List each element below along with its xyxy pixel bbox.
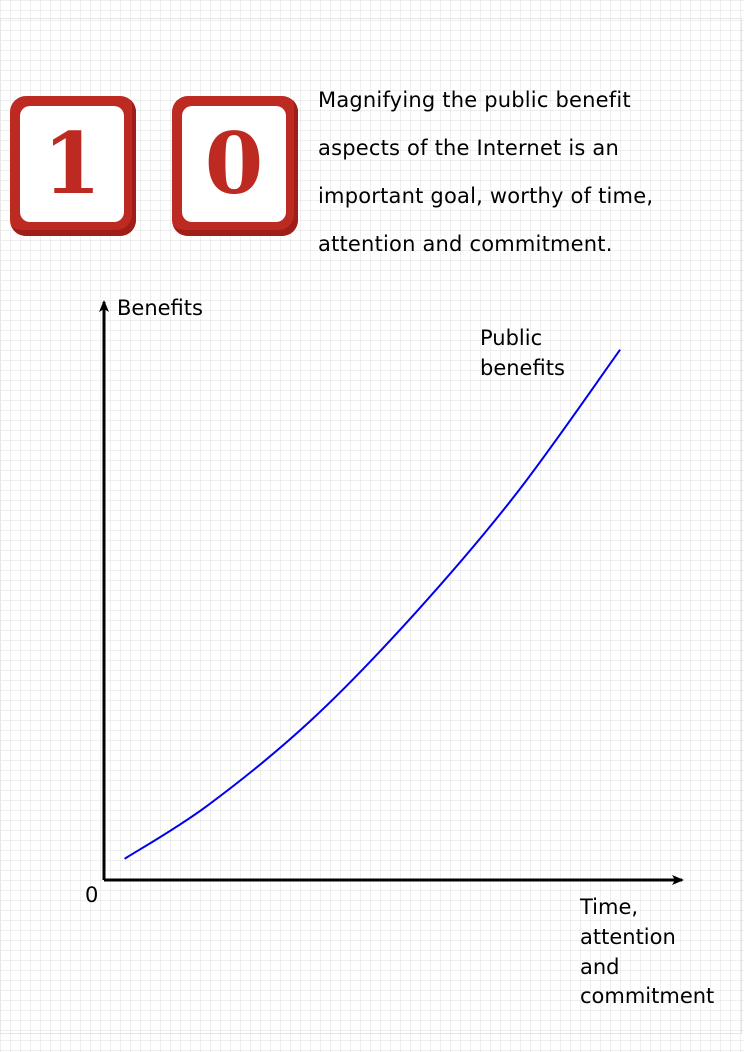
x-axis-label-line-2: attention: [580, 925, 676, 949]
series-label-line-2: benefits: [480, 356, 565, 380]
origin-label: 0: [85, 883, 98, 907]
x-axis-label-line-1: Time,: [579, 895, 638, 919]
caption-text: Magnifying the public benefit aspects of…: [318, 76, 728, 268]
series-label: Public benefits: [480, 326, 565, 380]
digit-one: 1: [20, 106, 124, 222]
number-tile-zero: 0: [172, 96, 298, 236]
x-axis-label: Time, attention and commitment: [579, 895, 714, 1008]
public-benefits-curve: [124, 349, 621, 860]
digit-zero: 0: [182, 106, 286, 222]
series-label-line-1: Public: [480, 326, 542, 350]
x-axis-label-line-3: and: [580, 955, 620, 979]
caption-line-2: aspects of the Internet is an: [318, 136, 619, 160]
y-axis-label: Benefits: [117, 296, 203, 320]
caption-line-4: attention and commitment.: [318, 232, 613, 256]
x-axis-label-line-4: commitment: [580, 984, 714, 1008]
number-tile-one: 1: [10, 96, 136, 236]
page-frame: [0, 18, 742, 1034]
caption-line-1: Magnifying the public benefit: [318, 88, 631, 112]
caption-line-3: important goal, worthy of time,: [318, 184, 654, 208]
